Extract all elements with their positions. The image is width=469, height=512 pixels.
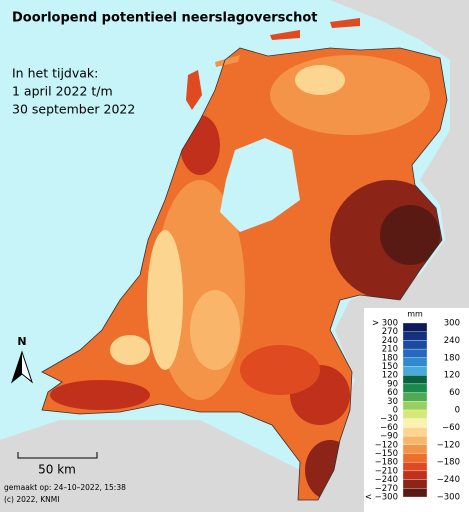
ijsselmeer [220,138,300,232]
legend-left-label: 30 [387,397,398,407]
legend-swatch [402,366,428,376]
wadden-islands [270,18,360,40]
country-border [41,47,448,501]
field-patch [295,65,345,95]
legend-right-label: 180 [444,353,460,363]
legend-left-label: < −300 [365,493,398,503]
legend-swatch [402,479,428,489]
legend-swatch [402,409,428,419]
legend-right-label: 0 [455,406,460,416]
period-label: In het tijdvak: [12,66,98,81]
period-start: 1 april 2022 t/m [12,84,113,99]
legend-swatch [402,435,428,445]
copyright: (c) 2022, KNMI [4,495,59,504]
legend-swatch [402,375,428,385]
legend-swatch [402,383,428,393]
legend-right-label: −120 [437,440,460,450]
legend-left-label: −240 [375,475,398,485]
field-patch [50,380,150,410]
legend-left-label: −60 [380,423,398,433]
legend-left-label: −210 [375,466,398,476]
legend-swatch [402,348,428,358]
field-patch [190,290,240,370]
legend-swatch [402,488,428,498]
legend-swatch [402,444,428,454]
legend-swatch [402,470,428,480]
legend-unit: mm [407,310,423,319]
legend-swatch [402,392,428,402]
period-end: 30 september 2022 [12,102,135,117]
field-patch [270,55,430,135]
field-patch [110,335,150,365]
north-label: N [17,335,26,348]
belgium [0,420,300,512]
legend-left-label: 240 [382,336,398,346]
legend-left-label: 90 [387,379,398,389]
legend-swatch [402,401,428,411]
made-on: gemaakt op: 24–10–2022, 15:38 [4,483,126,492]
field-patch [147,230,183,370]
legend-swatch [402,427,428,437]
legend-left-label: 150 [382,362,398,372]
legend-right-label: 300 [444,319,460,329]
legend-right-label: −300 [437,493,460,503]
field-patch [380,205,440,265]
legend-swatch [402,357,428,367]
legend-right-label: 60 [449,388,460,398]
legend-left-label: −180 [375,458,398,468]
legend-swatch [402,331,428,341]
legend-swatch [402,418,428,428]
legend-left-label: −150 [375,449,398,459]
legend-right-label: 240 [444,336,460,346]
legend-right-label: −180 [437,458,460,468]
map-title: Doorlopend potentieel neerslagoverschot [12,11,318,26]
legend: > 3002702402101801501209060300−30−60−90−… [365,319,460,503]
legend-right-label: −240 [437,475,460,485]
texel [186,70,202,110]
legend-left-label: 180 [382,353,398,363]
legend-left-label: 270 [382,327,398,337]
legend-left-label: −120 [375,440,398,450]
legend-swatch [402,453,428,463]
legend-left-label: 120 [382,371,398,381]
legend-left-label: −30 [380,414,398,424]
legend-left-label: −90 [380,432,398,442]
field-patch [240,345,320,395]
legend-swatch [402,462,428,472]
legend-swatch [402,322,428,332]
legend-left-label: 60 [387,388,398,398]
legend-left-label: > 300 [372,319,398,329]
vlieland [215,55,240,67]
scale-label: 50 km [38,463,76,477]
north-arrow-half [12,352,22,382]
legend-left-label: 210 [382,345,398,355]
legend-left-label: 0 [393,406,398,416]
legend-right-label: −60 [442,423,460,433]
legend-left-label: −270 [375,484,398,494]
legend-swatch [402,340,428,350]
legend-right-label: 120 [444,371,460,381]
scale-bar [17,452,98,459]
